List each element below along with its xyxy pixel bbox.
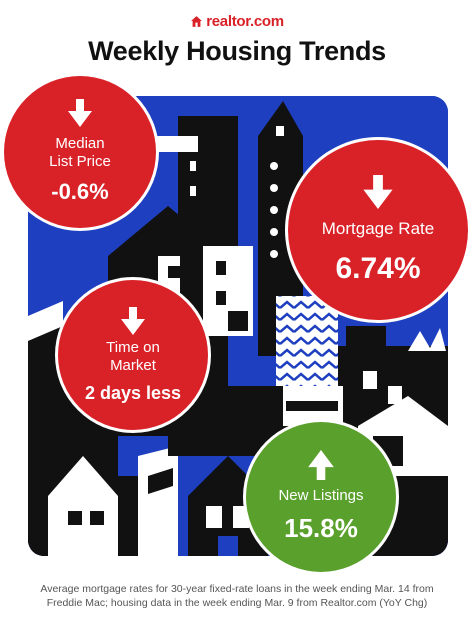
mortgage-rate-stat: Mortgage Rate 6.74% — [288, 140, 468, 320]
time-on-market-label: Time on Market — [106, 339, 160, 375]
footnote-line: Freddie Mac; housing data in the week en… — [46, 597, 428, 609]
mortgage-rate-value: 6.74% — [335, 251, 421, 285]
label-line: Median — [55, 135, 105, 152]
new-listings-stat: New Listings 15.8% — [246, 422, 396, 572]
down-arrow-icon — [363, 174, 393, 209]
house-icon — [191, 16, 203, 27]
down-arrow-icon — [121, 306, 145, 335]
up-arrow-icon — [308, 450, 334, 480]
time-on-market-stat: Time on Market 2 days less — [58, 280, 208, 430]
source-footnote: Average mortgage rates for 30-year fixed… — [30, 582, 444, 610]
mortgage-rate-label: Mortgage Rate — [321, 218, 435, 238]
new-listings-value: 15.8% — [284, 513, 358, 543]
down-arrow-icon — [68, 99, 92, 127]
median-list-price-value: -0.6% — [51, 179, 109, 204]
label-line: List Price — [49, 153, 111, 170]
label-line: Market — [110, 356, 156, 374]
time-on-market-value: 2 days less — [84, 382, 182, 403]
median-list-price-label: Median List Price — [49, 135, 111, 171]
footnote-line: Average mortgage rates for 30-year fixed… — [40, 583, 434, 595]
realtor-logo: realtor.com — [0, 13, 474, 30]
logo-text: realtor.com — [206, 13, 284, 30]
page-title: Weekly Housing Trends — [88, 36, 386, 66]
new-listings-label: New Listings — [278, 487, 364, 504]
label-line: Time on — [106, 338, 160, 356]
median-list-price-stat: Median List Price -0.6% — [4, 76, 156, 228]
